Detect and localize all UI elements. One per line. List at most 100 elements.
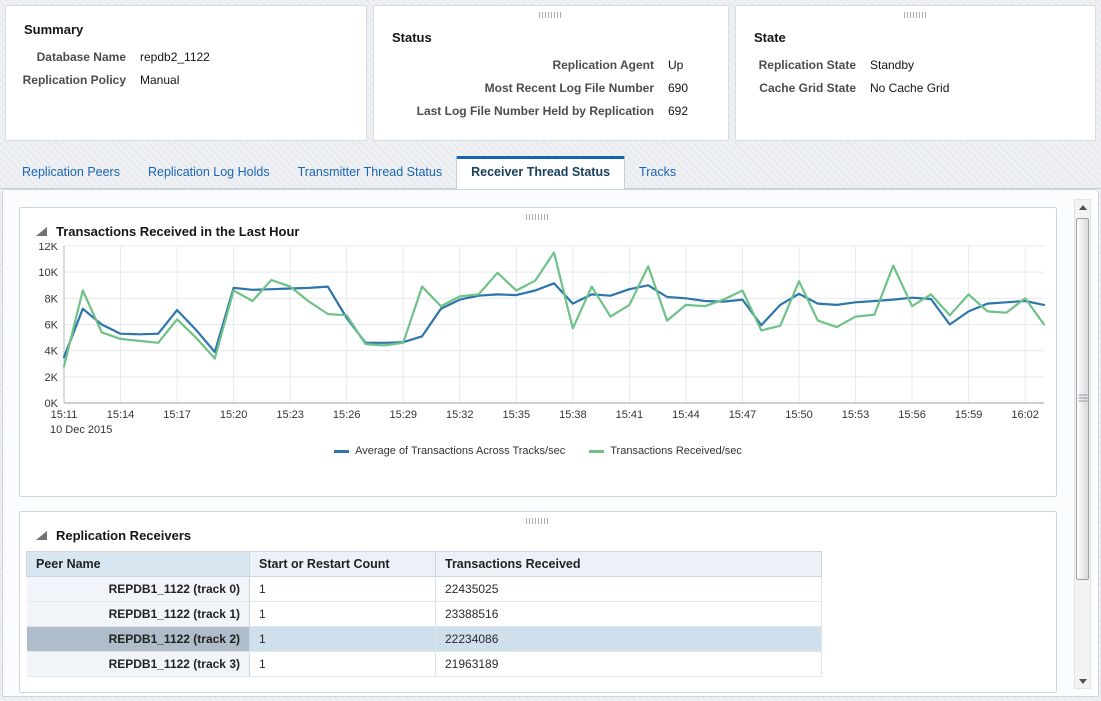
drag-handle-icon[interactable] [539,12,563,18]
content-area: Transactions Received in the Last Hour 0… [2,189,1099,697]
svg-text:15:47: 15:47 [729,409,757,421]
state-panel: State Replication State Standby Cache Grid… [735,5,1096,141]
field-label: Most Recent Log File Number [484,81,654,95]
receivers-section: Replication Receivers Peer Name Start or … [19,511,1057,693]
table-cell: 1 [249,601,436,627]
column-header: Transactions Received [435,551,822,577]
chart-section-header: Transactions Received in the Last Hour [20,208,1056,241]
svg-text:15:17: 15:17 [163,409,191,421]
svg-text:15:35: 15:35 [503,409,531,421]
column-header: Peer Name [26,551,250,577]
field-row: Replication State Standby [748,58,1083,72]
table-cell: REPDB1_1122 (track 0) [26,576,250,602]
scrollbar-thumb[interactable] [1076,218,1089,580]
legend-item: Average of Transactions Across Tracks/se… [334,445,565,457]
state-fields: Replication State Standby Cache Grid State… [736,58,1095,95]
svg-text:15:44: 15:44 [672,409,700,421]
summary-fields: Database Name repdb2_1122 Replication Poli… [6,50,366,87]
table-cell: 23388516 [435,601,822,627]
table-cell: 1 [249,626,436,652]
receivers-section-header: Replication Receivers [20,512,1056,545]
scrollbar-grip-icon [1078,394,1087,404]
tab-replication-log-holds[interactable]: Replication Log Holds [147,165,270,179]
svg-text:4K: 4K [45,346,59,358]
table-row[interactable]: REPDB1_1122 (track 1) 1 23388516 [26,601,822,627]
status-panel: Status Replication Agent Up Most Recent Lo… [373,5,729,141]
column-header: Start or Restart Count [249,551,436,577]
field-label: Last Log File Number Held by Replication [416,104,654,118]
summary-panel: Summary Database Name repdb2_1122 Replicat… [5,5,367,141]
collapse-triangle-icon[interactable] [36,530,47,541]
transactions-chart: 0K 2K 4K 6K 8K 10K 12K 15:11 15:14 15:17 15:20 15:2… [38,241,1046,436]
svg-text:15:23: 15:23 [276,409,304,421]
status-fields: Replication Agent Up Most Recent Log File … [374,58,728,118]
svg-text:8K: 8K [45,293,59,305]
table-cell: REPDB1_1122 (track 2) [26,626,250,652]
tab-replication-peers[interactable]: Replication Peers [22,165,120,179]
svg-text:10K: 10K [38,267,58,279]
legend-swatch-icon [589,449,605,453]
chart-wrap: 0K 2K 4K 6K 8K 10K 12K 15:11 15:14 15:17 15:20 15:2… [20,241,1056,444]
svg-text:15:20: 15:20 [220,409,248,421]
status-title: Status [392,30,432,45]
drag-handle-icon[interactable] [526,214,550,220]
legend-item: Transactions Received/sec [589,445,742,457]
tab-transmitter-thread-status[interactable]: Transmitter Thread Status [297,165,443,179]
table-cell: 21963189 [435,651,822,677]
svg-text:0K: 0K [45,398,59,410]
svg-text:12K: 12K [38,243,58,253]
field-row: Last Log File Number Held by Replication… [386,104,716,118]
field-value: repdb2_1122 [140,50,210,64]
svg-text:15:14: 15:14 [107,409,135,421]
chart-section: Transactions Received in the Last Hour 0… [19,207,1057,497]
drag-handle-icon[interactable] [903,12,928,18]
field-label: Replication Policy [22,73,126,87]
receivers-table: Peer Name Start or Restart Count Transacti… [26,551,822,677]
tab-receiver-thread-status[interactable]: Receiver Thread Status [456,156,626,189]
svg-text:10 Dec 2015: 10 Dec 2015 [50,424,112,436]
field-row: Cache Grid State No Cache Grid [748,81,1083,95]
table-row[interactable]: REPDB1_1122 (track 2) 1 22234086 [26,626,822,652]
svg-text:2K: 2K [45,372,59,384]
vertical-scrollbar[interactable] [1074,199,1091,689]
chart-section-title: Transactions Received in the Last Hour [56,224,300,239]
field-value: No Cache Grid [870,81,950,95]
table-cell: 1 [249,576,436,602]
top-panels: Summary Database Name repdb2_1122 Replicat… [5,5,1096,141]
svg-text:15:59: 15:59 [955,409,983,421]
svg-text:15:26: 15:26 [333,409,361,421]
field-value: 690 [668,81,689,95]
tab-tracks[interactable]: Tracks [639,165,677,179]
field-label: Replication State [758,58,856,72]
svg-text:15:50: 15:50 [785,409,813,421]
scroll-up-icon[interactable] [1075,200,1090,214]
receivers-section-title: Replication Receivers [56,528,192,543]
field-label: Database Name [36,50,126,64]
field-value: Up [668,58,684,72]
field-value: Standby [870,58,915,72]
legend-swatch-icon [334,449,350,453]
collapse-triangle-icon[interactable] [36,226,47,237]
chart-legend: Average of Transactions Across Tracks/se… [20,445,1056,457]
table-cell: 22234086 [435,626,822,652]
field-label: Cache Grid State [759,81,856,95]
svg-text:6K: 6K [45,320,59,332]
field-row: Most Recent Log File Number 690 [386,81,716,95]
table-row[interactable]: REPDB1_1122 (track 0) 1 22435025 [26,576,822,602]
svg-text:15:41: 15:41 [616,409,644,421]
table-cell: 1 [249,651,436,677]
table-cell: REPDB1_1122 (track 1) [26,601,250,627]
field-row: Database Name repdb2_1122 [18,50,354,64]
field-row: Replication Policy Manual [18,73,354,87]
svg-text:15:53: 15:53 [842,409,870,421]
table-row[interactable]: REPDB1_1122 (track 3) 1 21963189 [26,651,822,677]
scroll-down-icon[interactable] [1075,674,1090,688]
field-row: Replication Agent Up [386,58,716,72]
state-title: State [754,30,786,45]
field-value: 692 [668,104,689,118]
field-label: Replication Agent [552,58,654,72]
table-header-row: Peer Name Start or Restart Count Transacti… [26,551,822,577]
drag-handle-icon[interactable] [526,518,550,524]
svg-text:15:56: 15:56 [898,409,926,421]
svg-text:15:11: 15:11 [51,409,78,421]
